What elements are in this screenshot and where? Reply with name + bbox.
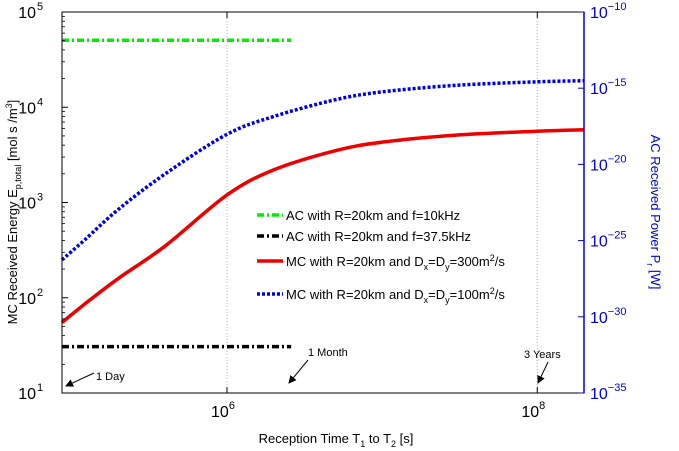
x-tick-label: 108 [521,400,545,421]
left-y-tick-exponent: 1 [37,382,43,394]
right-y-tick-label: 10−25 [590,230,626,251]
annotation-1-month: 1 Month [288,347,348,384]
svg-text:AC with R=20km and f=10kHz: AC with R=20km and f=10kHz [286,208,460,223]
left-y-tick-exponent: 3 [37,192,43,204]
legend-entry-ac-37khz: AC with R=20km and f=37.5kHz [257,229,471,244]
legend-entry-ac-10khz: AC with R=20km and f=10kHz [257,208,460,223]
svg-text:1 Day: 1 Day [96,371,125,383]
right-y-tick-label: 10−20 [590,153,626,174]
svg-text:AC with R=20km and f=37.5kHz: AC with R=20km and f=37.5kHz [286,229,471,244]
legend-entry-mc-300: MC with R=20km and Dx=Dy=300m2/s [257,253,505,272]
annotation-1-day: 1 Day [65,371,125,387]
right-y-axis-title: AC Received Power Pr [W] [645,135,663,290]
left-y-tick-label: 10 [18,291,36,308]
legend-entry-mc-100: MC with R=20km and Dx=Dy=100m2/s [257,286,505,305]
right-y-tick-label: 10−35 [590,382,626,403]
svg-text:MC with R=20km and Dx=Dy=300m2: MC with R=20km and Dx=Dy=300m2/s [286,253,505,272]
annotation-3-years: 3 Years [524,349,561,384]
left-y-axis-title: MC Received Energy Ep,total [mol s /m3] [4,100,23,325]
right-y-tick-label: 10−30 [590,306,626,327]
left-y-tick-exponent: 2 [37,287,43,299]
x-tick-label: 106 [211,400,235,421]
left-y-tick-exponent: 5 [37,1,43,13]
right-y-axis: 10−35 10−30 10−25 10−20 10−15 10−10 [578,1,626,403]
series-layer [60,38,585,349]
x-axis-title: Reception Time T1 to T2 [s] [259,431,414,449]
grid-lines [226,12,538,393]
right-y-tick-label: 10−15 [590,77,626,98]
left-y-tick-label: 10 [18,196,36,213]
svg-text:1 Month: 1 Month [308,347,348,359]
right-y-tick-label: 10−10 [590,1,626,22]
left-y-tick-label: 10 [18,386,36,403]
left-y-tick-label: 10 [18,100,36,117]
series-line-3 [60,78,585,262]
series-line-2 [60,128,585,324]
x-axis: 106 108 [211,12,545,421]
legend: AC with R=20km and f=10kHz AC with R=20k… [257,208,505,305]
svg-text:MC with R=20km and Dx=Dy=100m2: MC with R=20km and Dx=Dy=100m2/s [286,286,505,305]
svg-text:3 Years: 3 Years [524,349,561,361]
left-y-tick-exponent: 4 [37,96,43,108]
left-y-tick-label: 10 [18,5,36,22]
plot-frame [61,11,585,394]
